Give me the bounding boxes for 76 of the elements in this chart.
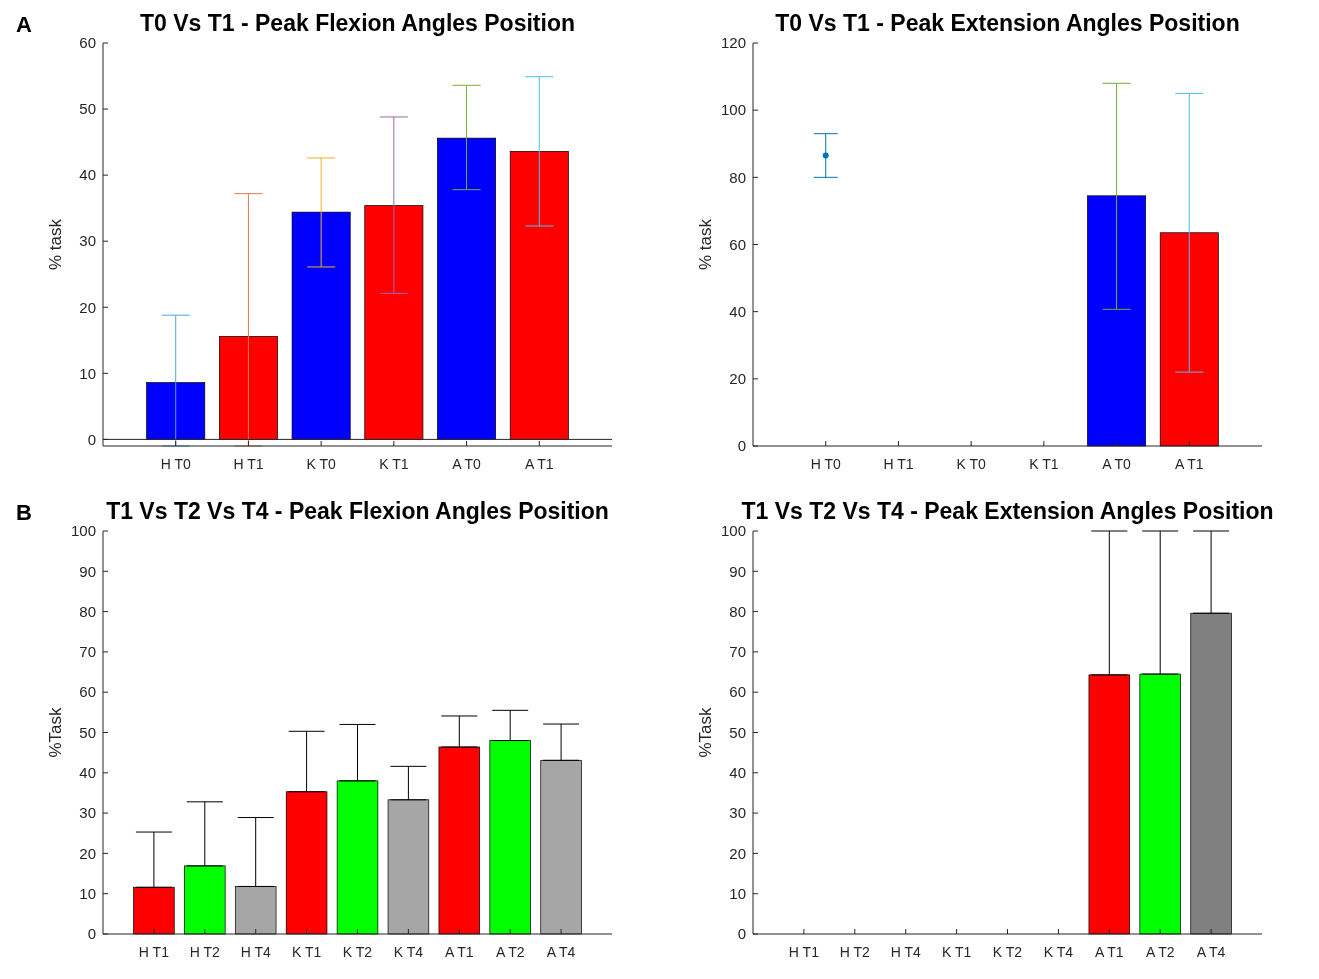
y-tick-label: 40: [729, 302, 746, 320]
y-tick-label: 0: [737, 437, 746, 455]
text: B: [16, 500, 32, 525]
chart-title: T1 Vs T2 Vs T4 - Peak Extension Angles Position: [741, 498, 1274, 524]
y-tick-label: 90: [729, 562, 746, 580]
y-tick-label: 20: [79, 298, 96, 316]
y-tick-label: 100: [720, 101, 746, 119]
x-tick-label: A T0: [452, 456, 482, 472]
y-tick-label: 0: [87, 925, 96, 943]
y-tick-label: 70: [729, 643, 746, 661]
y-tick-label: 80: [729, 168, 746, 186]
x-tick-label: A T4: [546, 944, 576, 960]
chart-title: T0 Vs T1 - Peak Flexion Angles Position: [140, 10, 575, 36]
y-tick-label: 10: [79, 884, 96, 902]
y-tick-label: 60: [729, 235, 746, 253]
x-tick-label: H T2: [189, 944, 221, 960]
x-tick-label: K T1: [379, 456, 409, 472]
x-tick-label: H T1: [788, 944, 820, 960]
y-axis-title: % task: [46, 218, 65, 271]
x-tick-label: A T1: [525, 456, 554, 472]
x-tick-label: K T2: [992, 944, 1023, 960]
y-tick-label: 100: [70, 522, 96, 540]
x-tick-label: A T2: [1145, 944, 1175, 960]
y-tick-label: 30: [729, 804, 746, 822]
y-tick-label: 90: [79, 562, 96, 580]
x-tick-label: H T2: [839, 944, 871, 960]
x-tick-label: K T4: [1043, 944, 1074, 960]
y-tick-label: 50: [729, 723, 746, 741]
y-tick-label: 100: [720, 522, 746, 540]
x-tick-label: K T2: [342, 944, 373, 960]
y-tick-label: 20: [729, 844, 746, 862]
x-tick-label: H T0: [160, 456, 191, 472]
y-tick-label: 60: [79, 34, 96, 52]
text: A: [16, 12, 32, 37]
x-tick-label: H T4: [240, 944, 271, 960]
y-tick-label: 40: [729, 764, 746, 782]
x-tick-label: A T0: [1102, 456, 1132, 472]
x-tick-label: K T1: [1029, 456, 1059, 472]
y-tick-label: 120: [720, 34, 746, 52]
x-tick-label: A T4: [1196, 944, 1226, 960]
x-tick-label: A T1: [445, 944, 474, 960]
y-axis-title: % task: [696, 218, 715, 271]
x-tick-label: H T1: [138, 944, 170, 960]
x-tick-label: K T1: [941, 944, 972, 960]
y-tick-label: 40: [79, 764, 96, 782]
y-tick-label: 20: [79, 844, 96, 862]
x-tick-label: H T1: [233, 456, 264, 472]
x-tick-label: K T4: [393, 944, 424, 960]
x-tick-label: K T1: [291, 944, 322, 960]
chart-title: T1 Vs T2 Vs T4 - Peak Flexion Angles Position: [106, 498, 609, 524]
y-tick-label: 40: [79, 166, 96, 184]
x-tick-label: A T1: [1175, 456, 1204, 472]
x-tick-label: A T1: [1095, 944, 1124, 960]
y-tick-label: 50: [79, 723, 96, 741]
y-tick-label: 10: [729, 884, 746, 902]
y-tick-label: 0: [87, 430, 96, 448]
y-axis-title: %Task: [46, 706, 65, 758]
y-tick-label: 20: [729, 370, 746, 388]
y-tick-label: 60: [729, 683, 746, 701]
y-tick-label: 80: [79, 602, 96, 620]
y-axis-title: %Task: [696, 706, 715, 758]
y-tick-label: 0: [737, 925, 746, 943]
y-tick-label: 10: [79, 364, 96, 382]
x-tick-label: K T0: [306, 456, 337, 472]
y-tick-label: 30: [79, 232, 96, 250]
y-tick-label: 50: [79, 100, 96, 118]
x-tick-label: H T4: [890, 944, 921, 960]
chart-title: T0 Vs T1 - Peak Extension Angles Position: [775, 10, 1240, 36]
y-tick-label: 70: [79, 643, 96, 661]
x-tick-label: A T2: [495, 944, 525, 960]
x-tick-label: H T0: [810, 456, 841, 472]
x-tick-label: H T1: [883, 456, 914, 472]
y-tick-label: 30: [79, 804, 96, 822]
x-tick-label: K T0: [956, 456, 987, 472]
y-tick-label: 60: [79, 683, 96, 701]
y-tick-label: 80: [729, 602, 746, 620]
